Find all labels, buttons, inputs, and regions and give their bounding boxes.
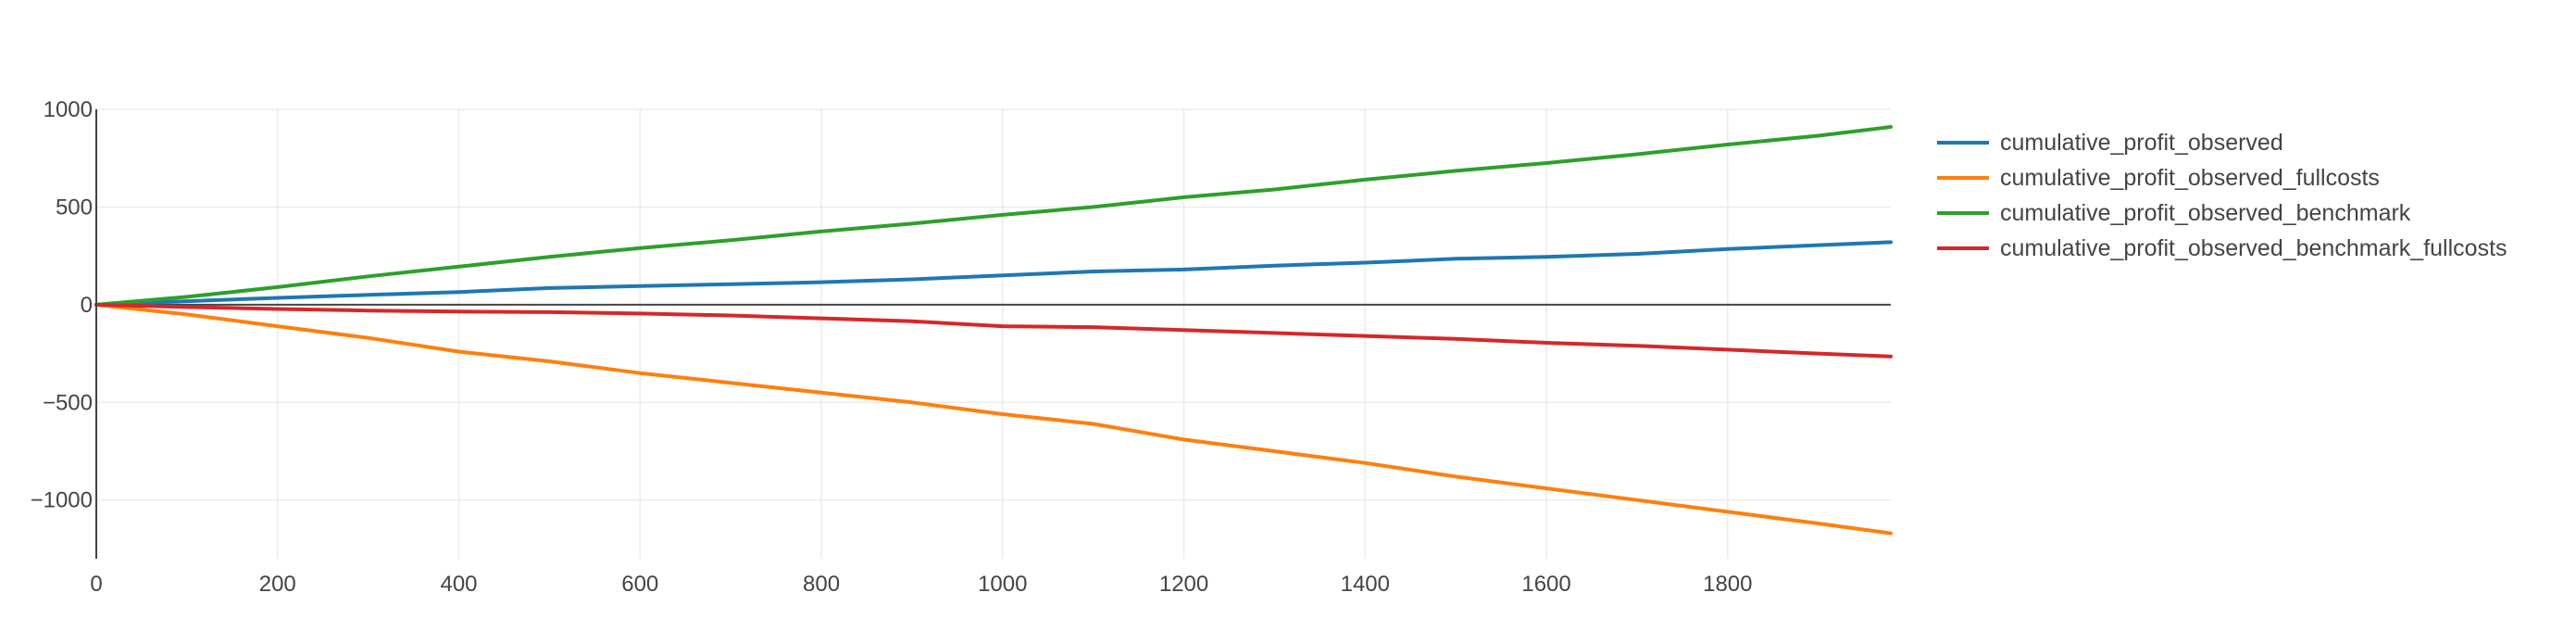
grid-layer	[96, 108, 1891, 559]
x-tick-label: 1400	[1341, 572, 1390, 597]
x-tick-label: 0	[90, 572, 102, 597]
series-line-1	[94, 240, 1893, 307]
x-tick-label: 200	[259, 572, 296, 597]
legend-label: cumulative_profit_observed_benchmark_ful…	[2000, 235, 2507, 261]
series-layer	[94, 125, 1893, 536]
x-tick-label: 400	[440, 572, 477, 597]
series-line-2	[94, 302, 1893, 536]
y-tick-label: 500	[56, 195, 93, 220]
legend[interactable]: cumulative_profit_observed cumulative_pro…	[1937, 130, 2507, 261]
legend-item[interactable]: cumulative_profit_observed	[1937, 130, 2283, 156]
y-tick-label: 0	[81, 293, 93, 318]
x-tick-label: 1200	[1159, 572, 1208, 597]
legend-item[interactable]: cumulative_profit_observed_fullcosts	[1937, 165, 2380, 191]
series-line-4	[94, 302, 1893, 359]
series-line-3	[94, 125, 1893, 307]
legend-item[interactable]: cumulative_profit_observed_benchmark_ful…	[1937, 235, 2507, 261]
y-tick-label: 1000	[44, 97, 93, 122]
legend-label: cumulative_profit_observed_fullcosts	[2000, 165, 2380, 191]
legend-label: cumulative_profit_observed	[2000, 130, 2283, 156]
y-tick-label: −500	[43, 390, 93, 415]
legend-label: cumulative_profit_observed_benchmark	[2000, 200, 2411, 226]
y-tick-labels: 1000 500 0 −500 −1000	[31, 97, 93, 513]
x-tick-label: 1600	[1521, 572, 1570, 597]
legend-item[interactable]: cumulative_profit_observed_benchmark	[1937, 200, 2411, 226]
x-tick-label: 1800	[1703, 572, 1752, 597]
y-tick-label: −1000	[31, 488, 93, 513]
x-tick-label: 800	[803, 572, 840, 597]
x-tick-label: 600	[621, 572, 658, 597]
x-tick-labels: 0 200 400 600 800 1000 1200 1400 1600 1800	[90, 572, 1752, 597]
x-tick-label: 1000	[978, 572, 1027, 597]
